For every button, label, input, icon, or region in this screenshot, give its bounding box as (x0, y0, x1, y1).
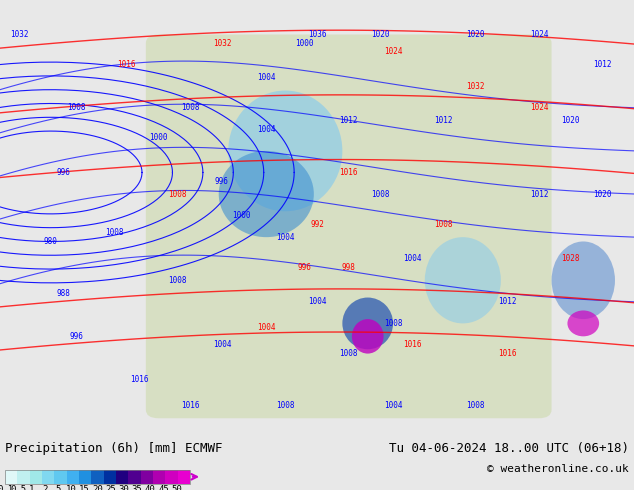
Text: 1008: 1008 (181, 103, 200, 112)
Text: 25: 25 (105, 485, 116, 490)
Text: 1000: 1000 (295, 39, 314, 48)
Text: 1004: 1004 (257, 73, 276, 82)
Text: 1012: 1012 (529, 190, 548, 198)
Text: 1032: 1032 (10, 30, 29, 39)
Text: 50: 50 (171, 485, 182, 490)
Text: © weatheronline.co.uk: © weatheronline.co.uk (488, 464, 629, 474)
Ellipse shape (425, 237, 501, 323)
Text: 1004: 1004 (276, 233, 295, 242)
Text: 1036: 1036 (307, 30, 327, 39)
Text: 1024: 1024 (384, 47, 403, 56)
Bar (153, 469, 165, 484)
Text: 996: 996 (56, 168, 70, 177)
Text: 0.5: 0.5 (10, 485, 26, 490)
Text: 1016: 1016 (181, 401, 200, 410)
Text: 10: 10 (66, 485, 77, 490)
Text: 1012: 1012 (339, 116, 358, 125)
Text: 1004: 1004 (384, 401, 403, 410)
Bar (42, 469, 55, 484)
Text: 1008: 1008 (168, 190, 187, 198)
Text: 1008: 1008 (384, 319, 403, 328)
Text: 1004: 1004 (257, 125, 276, 134)
Text: 2: 2 (42, 485, 48, 490)
Text: 1024: 1024 (529, 30, 548, 39)
Text: 1008: 1008 (168, 276, 187, 285)
Text: 992: 992 (310, 220, 324, 229)
Text: 1008: 1008 (67, 103, 86, 112)
Bar (5, 469, 190, 484)
Text: 998: 998 (342, 263, 356, 272)
Bar (79, 469, 91, 484)
Bar (165, 469, 178, 484)
Text: 1020: 1020 (466, 30, 485, 39)
Text: 1008: 1008 (466, 401, 485, 410)
Text: 1016: 1016 (117, 60, 136, 69)
Text: 20: 20 (92, 485, 103, 490)
Ellipse shape (567, 311, 599, 336)
Text: 1: 1 (29, 485, 34, 490)
Text: 1020: 1020 (561, 116, 580, 125)
Bar (30, 469, 42, 484)
Text: 980: 980 (44, 237, 58, 246)
Text: 1000: 1000 (231, 211, 250, 220)
Text: 1008: 1008 (105, 228, 124, 237)
Bar (104, 469, 116, 484)
Text: 30: 30 (119, 485, 129, 490)
Text: 1000: 1000 (149, 133, 168, 143)
Ellipse shape (352, 319, 384, 354)
Bar (128, 469, 141, 484)
Text: Tu 04-06-2024 18..00 UTC (06+18): Tu 04-06-2024 18..00 UTC (06+18) (389, 442, 629, 455)
Text: 1020: 1020 (371, 30, 390, 39)
Text: 15: 15 (79, 485, 89, 490)
Text: 1008: 1008 (434, 220, 453, 229)
Text: 996: 996 (215, 176, 229, 186)
Text: 996: 996 (69, 332, 83, 341)
Text: 1032: 1032 (212, 39, 231, 48)
Text: 0.1: 0.1 (0, 485, 13, 490)
Text: Precipitation (6h) [mm] ECMWF: Precipitation (6h) [mm] ECMWF (5, 442, 223, 455)
Text: 35: 35 (132, 485, 143, 490)
Text: 1024: 1024 (529, 103, 548, 112)
Bar (5, 469, 17, 484)
Text: 1004: 1004 (257, 323, 276, 332)
Ellipse shape (342, 297, 393, 349)
Text: 1004: 1004 (403, 254, 422, 263)
Text: 996: 996 (297, 263, 311, 272)
Text: 1020: 1020 (593, 190, 612, 198)
Text: 1016: 1016 (130, 375, 149, 384)
Text: 40: 40 (145, 485, 156, 490)
Text: 1016: 1016 (498, 349, 517, 358)
Text: 1004: 1004 (307, 297, 327, 306)
Ellipse shape (219, 151, 314, 237)
Bar (67, 469, 79, 484)
Bar (178, 469, 190, 484)
Text: 988: 988 (56, 289, 70, 298)
Text: 1016: 1016 (403, 341, 422, 349)
Text: 1008: 1008 (276, 401, 295, 410)
Text: 1016: 1016 (339, 168, 358, 177)
Ellipse shape (552, 242, 615, 319)
Text: 5: 5 (55, 485, 60, 490)
Text: 1008: 1008 (339, 349, 358, 358)
Bar (141, 469, 153, 484)
Text: 1008: 1008 (371, 190, 390, 198)
FancyBboxPatch shape (146, 34, 552, 418)
Ellipse shape (228, 91, 342, 211)
Text: 1004: 1004 (212, 341, 231, 349)
Bar (17, 469, 30, 484)
Bar (91, 469, 104, 484)
Bar (116, 469, 128, 484)
Text: 45: 45 (158, 485, 169, 490)
Text: 1012: 1012 (593, 60, 612, 69)
Text: 1032: 1032 (466, 82, 485, 91)
Text: 1012: 1012 (498, 297, 517, 306)
Text: 1012: 1012 (434, 116, 453, 125)
Bar (55, 469, 67, 484)
Text: 1028: 1028 (561, 254, 580, 263)
